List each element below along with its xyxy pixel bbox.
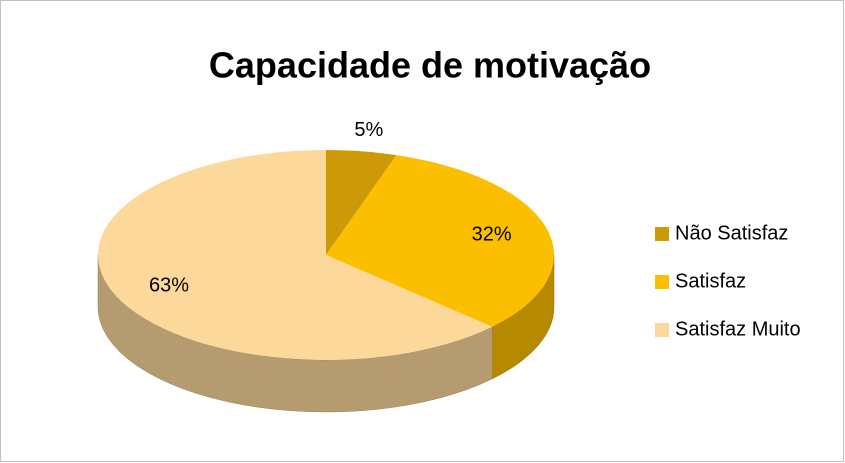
pie-slice xyxy=(326,155,554,327)
pie-slice xyxy=(326,150,397,255)
legend-swatch xyxy=(655,323,669,337)
legend-label: Não Satisfaz xyxy=(675,222,788,244)
chart-title: Capacidade de motivação xyxy=(209,45,651,86)
data-label: 63% xyxy=(149,275,189,297)
pie-slice xyxy=(97,150,493,360)
legend-label: Satisfaz xyxy=(675,270,746,292)
data-label: 32% xyxy=(472,224,512,246)
data-label: 5% xyxy=(354,119,383,141)
legend-label: Satisfaz Muito xyxy=(675,318,801,340)
legend-swatch xyxy=(655,275,669,289)
legend-swatch xyxy=(655,227,669,241)
